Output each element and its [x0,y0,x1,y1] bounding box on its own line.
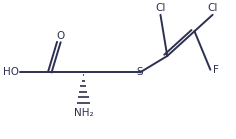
Text: O: O [56,31,65,41]
Text: S: S [137,67,143,77]
Text: NH₂: NH₂ [73,108,93,118]
Text: F: F [213,65,219,75]
Text: Cl: Cl [155,3,166,13]
Text: HO: HO [3,67,19,77]
Text: Cl: Cl [207,3,218,13]
